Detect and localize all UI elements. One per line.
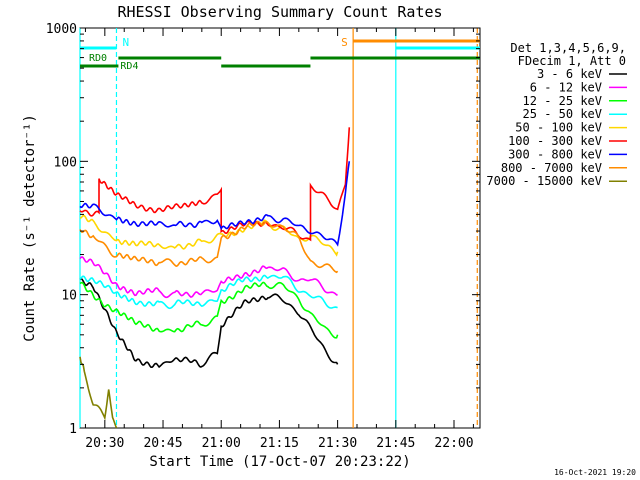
series-line-4 [79,214,339,257]
legend-label: 6 - 12 keV [530,80,602,94]
x-axis-label: Start Time (17-Oct-07 20:23:22) [149,454,410,470]
series-line-6 [79,161,351,247]
flag-bar-label: RD4 [120,61,138,72]
legend-label: 50 - 100 keV [515,121,602,135]
series-line-8 [79,356,118,429]
legend-header-line-1: Det 1,3,4,5,6,9, [510,41,626,55]
series-line-0 [79,277,339,369]
y-axis-label: Count Rate (s⁻¹ detector⁻¹) [22,114,38,342]
event-marker-label: N [122,36,129,49]
x-tick-label: 21:00 [202,436,241,451]
series-lines [79,127,351,429]
y-tick-label: 100 [54,155,77,170]
legend-label: 300 - 800 keV [508,147,602,161]
flag-bars: RD0 RD4 [80,39,480,72]
footer-timestamp: 16-Oct-2021 19:20 [554,468,636,477]
x-tick-label: 21:45 [376,436,415,451]
y-tick-label: 1 [69,422,77,437]
legend-label: 100 - 300 keV [508,134,602,148]
legend: Det 1,3,4,5,6,9, FDecim 1, Att 0 3 - 6 k… [486,41,627,188]
x-tick-label: 21:30 [318,436,357,451]
x-tick-label: 20:45 [143,436,182,451]
x-tick-label: 22:00 [434,436,473,451]
legend-label: 12 - 25 keV [523,94,602,108]
x-tick-label: 21:15 [260,436,299,451]
x-axis: 20:30 20:45 21:00 21:15 21:30 21:45 22:00 [84,28,474,451]
legend-label: 25 - 50 keV [523,107,602,121]
series-line-2 [79,281,339,339]
y-axis: 1 10 100 1000 [46,22,480,437]
series-line-5 [79,127,351,242]
event-marker-label: S [341,36,348,49]
flag-bar-label: RD0 [89,53,107,64]
legend-label: 3 - 6 keV [537,67,602,81]
y-tick-label: 10 [61,289,77,304]
chart-title: RHESSI Observing Summary Count Rates [117,3,442,21]
x-tick-label: 20:30 [85,436,124,451]
legend-label: 800 - 7000 keV [501,161,602,175]
legend-header-line-2: FDecim 1, Att 0 [518,54,626,68]
y-tick-label: 1000 [46,22,77,37]
series-line-7 [79,220,339,274]
series-line-1 [79,255,338,299]
legend-label: 7000 - 15000 keV [486,174,602,188]
series-line-3 [79,274,338,310]
